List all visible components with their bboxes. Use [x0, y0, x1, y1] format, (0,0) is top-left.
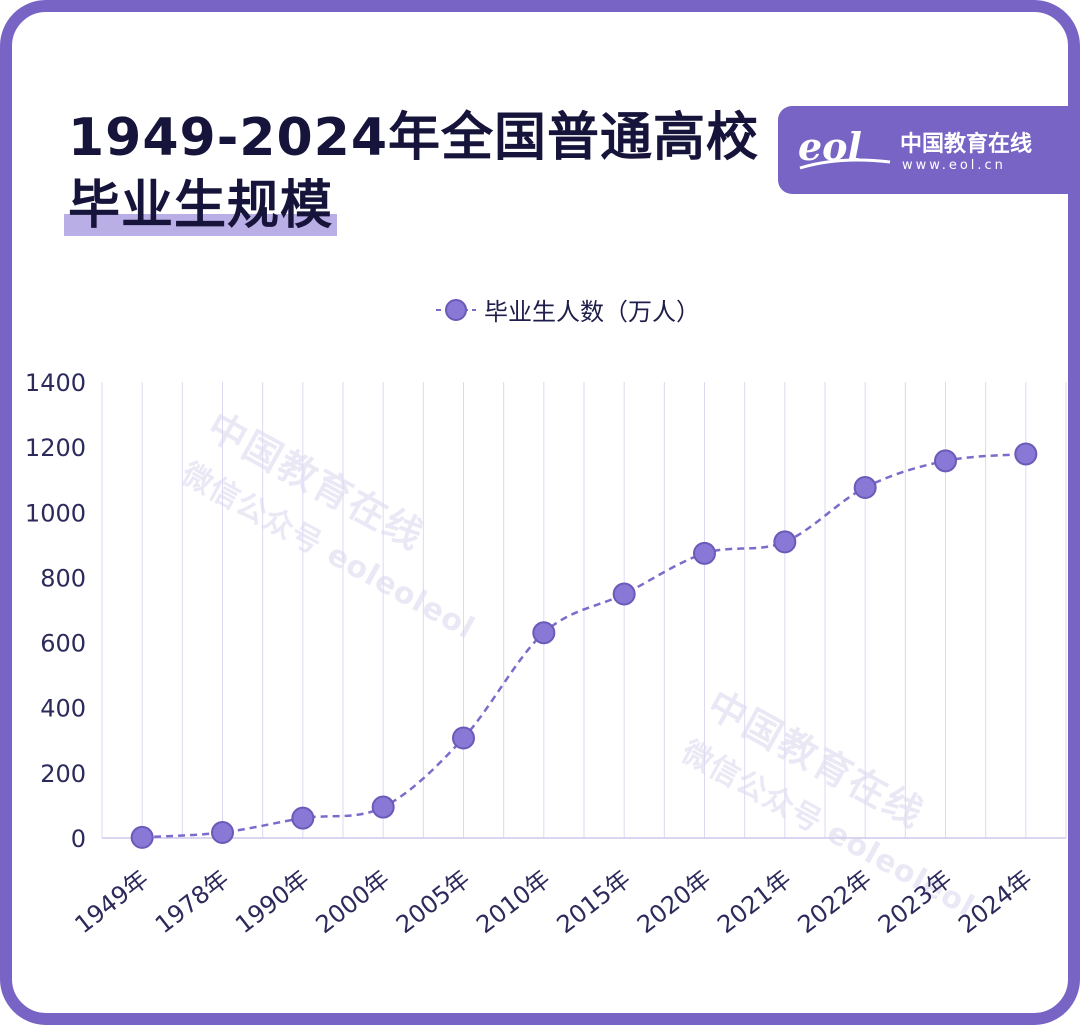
data-point [532, 621, 556, 645]
chart-legend: 毕业生人数（万人） [434, 292, 700, 327]
x-tick-label: 2005年 [391, 865, 475, 939]
x-tick-label: 1978年 [150, 865, 234, 939]
y-tick-label: 200 [40, 760, 86, 788]
data-point [211, 820, 234, 844]
title-line-2: 毕业生规模 [64, 172, 338, 240]
logo-name: 中国教育在线 [900, 132, 1033, 157]
data-point [291, 806, 315, 830]
x-tick-label: 2023年 [873, 865, 957, 939]
x-tick-label: 1990年 [230, 865, 314, 939]
y-tick-label: 1400 [25, 369, 86, 397]
x-tick-label: 2020年 [632, 865, 716, 939]
x-tick-label: 2021年 [712, 865, 796, 939]
x-tick-label: 2024年 [953, 865, 1037, 939]
data-point [452, 726, 475, 750]
line-chart: 0 200 400 600 800 1000 1200 1400 1949年1978年1990年… [25, 369, 1067, 939]
data-point [693, 541, 716, 565]
y-tick-label: 800 [40, 564, 86, 592]
data-point [1014, 442, 1038, 466]
data-point [934, 449, 957, 473]
y-tick-label: 600 [40, 630, 86, 658]
x-tick-label: 2022年 [793, 865, 877, 939]
y-tick-label: 0 [71, 825, 86, 853]
legend-label: 毕业生人数（万人） [484, 298, 700, 326]
data-point [612, 582, 636, 606]
legend-marker-icon [436, 298, 476, 321]
data-point [371, 795, 395, 819]
title-line-1: 1949-2024年全国普通高校 [68, 108, 760, 168]
y-tick-label: 1200 [25, 434, 86, 462]
x-tick-label: 2000年 [311, 865, 395, 939]
eol-logo-icon: eol [798, 124, 891, 170]
logo-url: www.eol.cn [902, 158, 1006, 173]
x-tick-label: 2015年 [552, 865, 636, 939]
x-tick-label: 1949年 [70, 865, 154, 939]
y-tick-label: 1000 [25, 499, 86, 527]
data-point [130, 825, 154, 849]
data-point [853, 476, 877, 500]
title-highlight [64, 214, 338, 236]
data-point [773, 530, 797, 554]
eol-logo-badge: eol 中国教育在线 www.eol.cn [778, 106, 1068, 194]
y-tick-label: 400 [40, 695, 86, 723]
chart-title: 1949-2024年全国普通高校 毕业生规模 [64, 104, 760, 240]
x-tick-label: 2010年 [471, 865, 555, 939]
